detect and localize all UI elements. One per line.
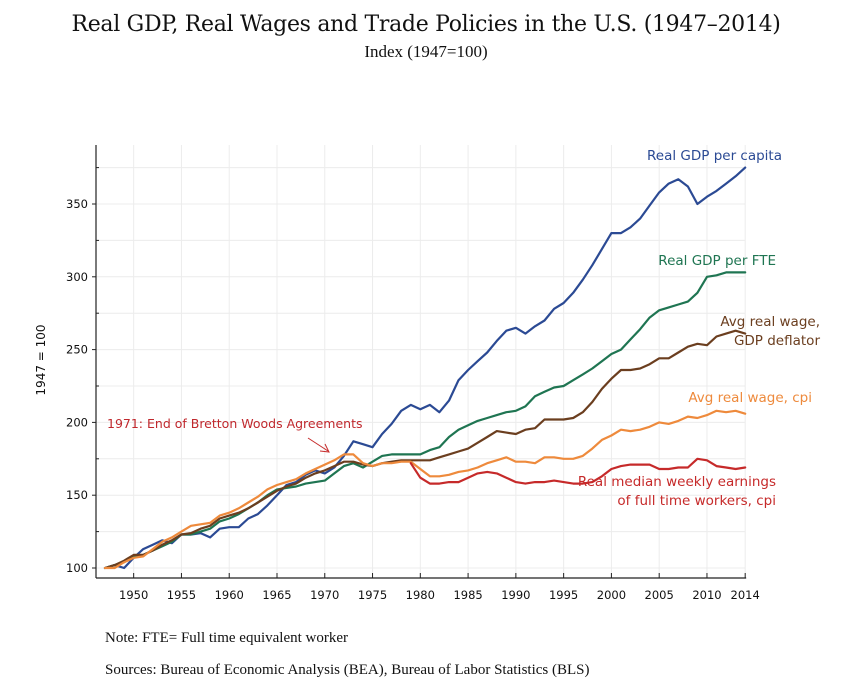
series-label-2: Avg real wage, [720, 314, 820, 330]
annotation-arrowhead [319, 443, 330, 453]
x-tick-label: 1950 [119, 588, 148, 602]
axes: 100 150 200 250 300 350 1950 1955 1960 1965 1970 19… [34, 145, 760, 602]
y-axis-label: 1947 = 100 [34, 324, 48, 395]
x-tick-label: 1960 [215, 588, 244, 602]
annotations: 1971: End of Bretton Woods Agreements [107, 416, 363, 453]
series-label-1: Real GDP per FTE [658, 253, 776, 269]
chart-title: Real GDP, Real Wages and Trade Policies … [71, 12, 781, 37]
x-tick-label: 1990 [501, 588, 530, 602]
series-line-3 [103, 409, 747, 570]
footer-sources: Sources: Bureau of Economic Analysis (BE… [105, 662, 590, 678]
series-line-4 [409, 457, 747, 485]
series-label-4: of full time workers, cpi [617, 493, 776, 509]
series-line-1 [103, 271, 747, 570]
x-tick-label: 1980 [406, 588, 435, 602]
x-tick-label: 1955 [167, 588, 196, 602]
series-label-4: Real median weekly earnings [578, 474, 776, 490]
x-tick-label: 1995 [549, 588, 578, 602]
annotation-arrow [307, 437, 329, 452]
footer-note: Note: FTE= Full time equivalent worker [105, 630, 348, 646]
x-tick-label: 2000 [597, 588, 626, 602]
series-label-0: Real GDP per capita [647, 148, 782, 164]
y-tick-label: 150 [66, 488, 88, 502]
series-line-0 [103, 166, 747, 570]
grid-lines [96, 145, 746, 578]
y-tick-label: 100 [66, 561, 88, 575]
series-label-2: GDP deflator [734, 333, 820, 349]
x-tick-label: 1985 [453, 588, 482, 602]
y-tick-label: 200 [66, 415, 88, 429]
x-tick-label: 2005 [645, 588, 674, 602]
x-tick-label: 2010 [692, 588, 721, 602]
series-label-3: Avg real wage, cpi [688, 390, 812, 406]
chart-subtitle: Index (1947=100) [364, 42, 488, 61]
y-tick-label: 350 [66, 197, 88, 211]
annotation-text: 1971: End of Bretton Woods Agreements [107, 416, 363, 431]
y-tick-label: 250 [66, 343, 88, 357]
x-tick-label: 2014 [731, 588, 760, 602]
series-labels: Real GDP per capita Real GDP per FTE Avg r… [578, 148, 821, 509]
x-tick-label: 1970 [310, 588, 339, 602]
y-tick-label: 300 [66, 270, 88, 284]
series-line-2 [103, 329, 747, 570]
series-lines [103, 166, 747, 570]
x-tick-label: 1965 [262, 588, 291, 602]
x-tick-label: 1975 [358, 588, 387, 602]
